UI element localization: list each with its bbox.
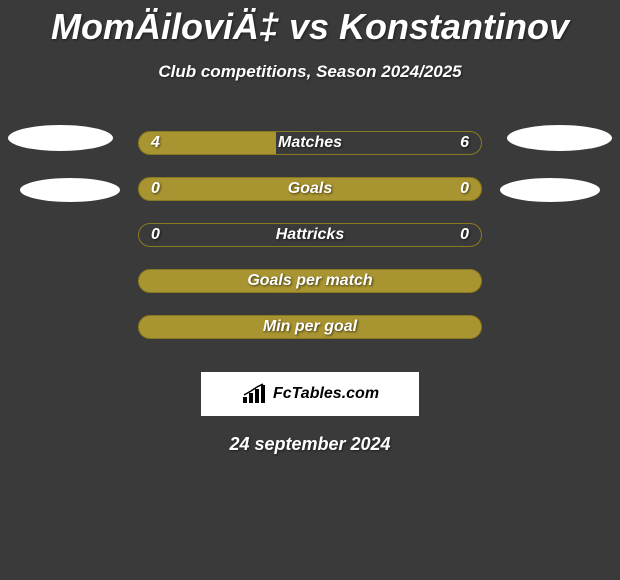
stat-value-left: 4 bbox=[151, 134, 160, 152]
stat-value-right: 6 bbox=[460, 134, 469, 152]
logo-text: FcTables.com bbox=[273, 385, 379, 403]
chart-icon bbox=[241, 383, 269, 405]
comparison-title: MomÄiloviÄ‡ vs Konstantinov bbox=[0, 0, 620, 48]
stat-row-hattricks: 0 Hattricks 0 bbox=[0, 212, 620, 258]
stat-value-right: 0 bbox=[460, 180, 469, 198]
stat-value-left: 0 bbox=[151, 226, 160, 244]
stat-bar: Min per goal bbox=[138, 315, 482, 339]
stat-bar: 0 Goals 0 bbox=[138, 177, 482, 201]
stat-label: Min per goal bbox=[263, 318, 357, 336]
stats-container: 4 Matches 6 0 Goals 0 0 Hattricks 0 Goal… bbox=[0, 120, 620, 350]
stat-bar: Goals per match bbox=[138, 269, 482, 293]
date-text: 24 september 2024 bbox=[0, 434, 620, 455]
stat-row-matches: 4 Matches 6 bbox=[0, 120, 620, 166]
stat-row-min-per-goal: Min per goal bbox=[0, 304, 620, 350]
stat-row-goals-per-match: Goals per match bbox=[0, 258, 620, 304]
stat-label: Matches bbox=[278, 134, 342, 152]
stat-label: Hattricks bbox=[276, 226, 344, 244]
stat-label: Goals per match bbox=[247, 272, 372, 290]
stat-bar: 0 Hattricks 0 bbox=[138, 223, 482, 247]
stat-row-goals: 0 Goals 0 bbox=[0, 166, 620, 212]
logo-box[interactable]: FcTables.com bbox=[201, 372, 419, 416]
stat-value-left: 0 bbox=[151, 180, 160, 198]
stat-bar: 4 Matches 6 bbox=[138, 131, 482, 155]
stat-value-right: 0 bbox=[460, 226, 469, 244]
comparison-subtitle: Club competitions, Season 2024/2025 bbox=[0, 62, 620, 82]
stat-label: Goals bbox=[288, 180, 332, 198]
logo-content: FcTables.com bbox=[241, 383, 379, 405]
